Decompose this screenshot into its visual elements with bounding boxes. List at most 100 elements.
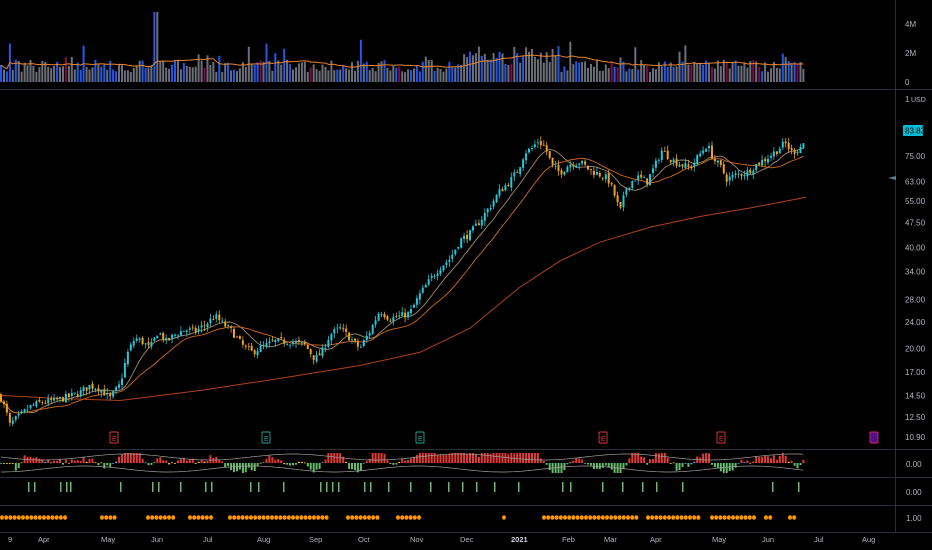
signal-dot [726, 515, 731, 520]
oscillator-bar [0, 463, 2, 464]
signal-dot [554, 515, 559, 520]
volume-bar [640, 60, 643, 82]
signal-dot [417, 515, 421, 520]
currency-label: USD [911, 97, 926, 104]
oscillator-bar [793, 463, 796, 466]
signal-tick [338, 482, 340, 492]
candle-body [802, 143, 805, 149]
candle-body [457, 247, 460, 249]
last-price-tag[interactable]: 83.83 [903, 125, 926, 136]
candle-body [778, 148, 781, 154]
oscillator-bar [271, 457, 274, 463]
volume-bar [300, 62, 303, 82]
oscillator-bar [572, 460, 575, 463]
signal-dot [596, 515, 601, 520]
volume-bar [194, 66, 197, 82]
candle-body [634, 180, 637, 182]
oscillator-bar [330, 453, 333, 463]
oscillator-bar [88, 458, 91, 463]
oscillator-bar [566, 463, 569, 465]
signal-dot [735, 515, 740, 520]
oscillator-bar [306, 463, 309, 467]
oscillator-bar [377, 453, 380, 463]
candle-body [14, 416, 17, 420]
earnings-marker-label: E [418, 436, 423, 443]
oscillator-bar [56, 461, 59, 463]
signal-dot [63, 515, 67, 520]
signal-dot [683, 515, 688, 520]
volume-bar [238, 68, 241, 82]
candle-body [389, 320, 392, 322]
signal-dot [154, 515, 159, 520]
signal-dot [320, 515, 325, 520]
candle-body [103, 389, 106, 396]
volume-bar [649, 72, 651, 82]
volume-bar [613, 66, 616, 82]
oscillator-bar [374, 453, 377, 463]
volume-bar [345, 68, 348, 82]
volume-bar [29, 59, 32, 82]
candle-body [371, 324, 374, 335]
oscillator-bar [368, 458, 371, 463]
oscillator-bar [755, 456, 758, 463]
volume-bar [233, 69, 235, 82]
candle-body [327, 339, 330, 347]
candle-body [513, 172, 516, 177]
candle-body [179, 331, 182, 336]
candle-body [407, 312, 410, 318]
candle-body [233, 329, 235, 338]
volume-bar [365, 61, 368, 82]
signal-dot [303, 515, 308, 520]
volume-bar [103, 64, 106, 82]
ma-long-line [0, 196, 807, 402]
volume-bar [289, 64, 292, 82]
candle-body [277, 338, 280, 342]
volume-bar [522, 56, 525, 82]
candle-body [159, 333, 162, 335]
oscillator-bar [492, 453, 495, 463]
oscillator-bar [474, 454, 477, 463]
volume-bar [799, 62, 802, 82]
signal-dot [692, 515, 697, 520]
oscillator-bar [569, 462, 572, 464]
volume-bar [483, 53, 486, 82]
oscillator-bar [356, 463, 359, 473]
volume-bar [407, 69, 410, 82]
candle-body [746, 170, 749, 177]
candle-body [62, 397, 64, 402]
candle-body [430, 276, 433, 278]
candle-body [348, 332, 351, 341]
volume-bar [354, 70, 356, 82]
volume-bar [67, 65, 70, 82]
candle-body [321, 347, 324, 357]
volume-bar [787, 61, 790, 82]
candle-body [129, 344, 132, 351]
signal-tick [570, 482, 572, 492]
signal-dot [634, 515, 639, 520]
earnings-marker-box [716, 431, 726, 444]
oscillator-bar [194, 463, 197, 464]
candle-body [413, 304, 415, 308]
candle-body [433, 276, 436, 277]
volume-bar [126, 70, 129, 82]
volume-bar [141, 60, 144, 82]
price-axis-tick: 17.00 [905, 368, 926, 377]
signal-tick [622, 482, 624, 492]
oscillator-bar [41, 459, 44, 463]
volume-bar [442, 71, 445, 82]
volume-bar [486, 59, 489, 82]
oscillator-bar [365, 460, 368, 463]
candle-body [734, 173, 737, 175]
volume-bar [598, 70, 601, 82]
candle-body [188, 328, 191, 330]
oscillator-bar [598, 463, 601, 470]
signal-dot [8, 515, 13, 520]
volume-bar [734, 60, 737, 82]
candle-body [67, 393, 70, 398]
oscillator-bar [277, 459, 280, 463]
candle-body [132, 340, 135, 346]
oscillator-bar [675, 463, 678, 471]
volume-bar [492, 53, 495, 82]
candle-body [342, 328, 345, 329]
